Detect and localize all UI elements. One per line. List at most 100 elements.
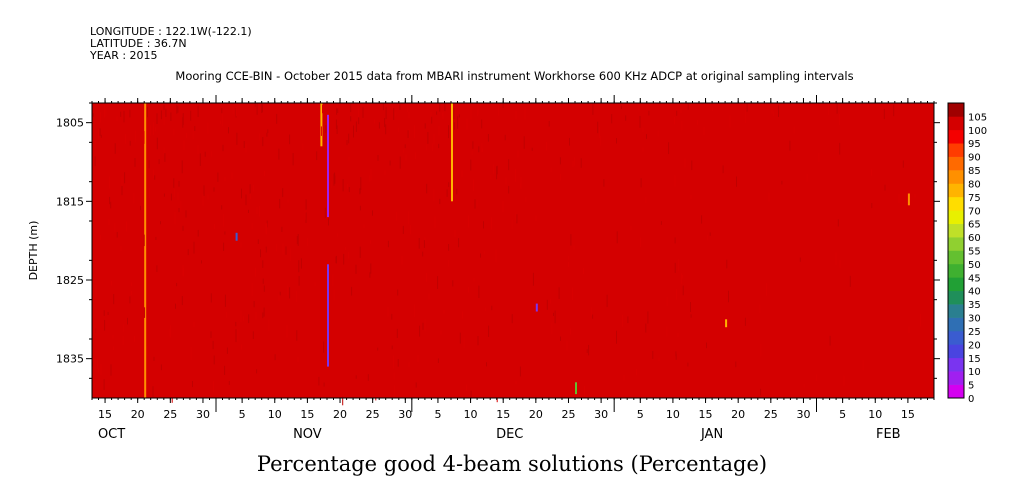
speckle-mark — [642, 127, 644, 132]
speckle-mark — [289, 134, 291, 145]
speckle-mark — [657, 130, 659, 137]
speckle-mark — [399, 104, 401, 110]
x-tick-label: 5 — [239, 408, 246, 421]
anomaly-mark — [327, 264, 329, 367]
speckle-mark — [264, 170, 265, 176]
speckle-mark — [347, 183, 349, 190]
anomaly-mark — [451, 103, 453, 202]
speckle-mark — [422, 322, 424, 330]
speckle-mark — [156, 265, 158, 272]
speckle-mark — [458, 238, 460, 248]
speckle-mark — [837, 219, 839, 227]
colorbar-swatch — [948, 156, 964, 171]
x-tick-label: 20 — [529, 408, 543, 421]
speckle-mark — [334, 175, 336, 184]
speckle-mark — [434, 216, 436, 229]
speckle-mark — [328, 218, 329, 226]
speckle-mark — [348, 133, 350, 144]
speckle-mark — [97, 357, 99, 370]
speckle-mark — [674, 237, 676, 244]
speckle-mark — [111, 280, 112, 286]
speckle-mark — [482, 148, 483, 152]
plot-frame — [91, 102, 935, 399]
speckle-mark — [525, 197, 527, 202]
colorbar-label: 55 — [968, 247, 981, 258]
speckle-mark — [586, 349, 588, 353]
speckle-mark — [498, 105, 500, 116]
speckle-mark — [149, 125, 151, 136]
year-label: YEAR : 2015 — [90, 49, 158, 62]
speckle-mark — [186, 133, 187, 139]
speckle-mark — [773, 111, 775, 117]
colorbar-swatch — [948, 384, 964, 399]
speckle-mark — [279, 198, 281, 209]
speckle-mark — [241, 344, 243, 350]
speckle-mark — [440, 330, 442, 335]
speckle-mark — [690, 302, 691, 312]
speckle-mark — [382, 103, 384, 111]
speckle-mark — [623, 374, 625, 381]
speckle-mark — [121, 176, 123, 190]
speckle-mark — [156, 113, 158, 124]
speckle-mark — [430, 111, 432, 122]
speckle-mark — [546, 299, 548, 310]
speckle-mark — [265, 246, 267, 253]
speckle-mark — [558, 287, 560, 299]
speckle-mark — [173, 128, 175, 136]
speckle-mark — [520, 183, 522, 188]
colorbar-label: 40 — [968, 287, 981, 298]
colorbar-swatch — [948, 196, 964, 211]
speckle-mark — [414, 304, 416, 318]
speckle-mark — [170, 325, 172, 338]
speckle-mark — [326, 104, 328, 110]
speckle-mark — [490, 217, 492, 230]
speckle-mark — [355, 121, 357, 132]
speckle-mark — [346, 140, 348, 146]
speckle-mark — [335, 255, 337, 264]
speckle-mark — [703, 127, 705, 135]
speckle-mark — [336, 125, 338, 134]
speckle-mark — [465, 384, 467, 392]
speckle-mark — [144, 307, 146, 318]
speckle-mark — [256, 206, 258, 215]
speckle-mark — [559, 157, 561, 165]
speckle-mark — [491, 305, 493, 311]
anomaly-mark — [725, 319, 728, 328]
colorbar: 1051009590858075706560555045403530252015… — [947, 102, 987, 405]
speckle-mark — [296, 291, 298, 302]
colorbar-label: 15 — [968, 354, 981, 365]
speckle-mark — [681, 273, 682, 284]
speckle-mark — [459, 332, 461, 344]
speckle-mark — [728, 290, 729, 303]
speckle-mark — [100, 235, 101, 240]
speckle-mark — [746, 103, 748, 112]
speckle-mark — [415, 382, 417, 388]
speckle-mark — [222, 214, 224, 227]
speckle-mark — [478, 146, 480, 153]
speckle-mark — [424, 318, 426, 332]
speckle-mark — [240, 242, 242, 248]
speckle-mark — [729, 115, 731, 128]
chart-subtitle: Mooring CCE-BIN - October 2015 data from… — [175, 69, 854, 83]
speckle-mark — [192, 381, 193, 388]
speckle-mark — [256, 369, 258, 374]
speckle-mark — [573, 157, 575, 166]
speckle-mark — [461, 170, 463, 178]
colorbar-label: 10 — [968, 367, 981, 378]
speckle-mark — [393, 385, 395, 398]
speckle-mark — [422, 251, 424, 257]
speckle-mark — [355, 375, 357, 379]
speckle-mark — [359, 205, 361, 211]
colorbar-label: 25 — [968, 327, 981, 338]
anomaly-mark — [327, 114, 329, 218]
speckle-mark — [279, 291, 281, 296]
speckle-mark — [148, 160, 150, 169]
speckle-mark — [254, 103, 256, 107]
anomaly-mark — [235, 232, 238, 241]
speckle-mark — [265, 248, 266, 252]
speckle-mark — [228, 127, 229, 134]
speckle-mark — [197, 229, 199, 237]
speckle-mark — [178, 208, 180, 213]
speckle-mark — [104, 104, 105, 118]
colorbar-swatch — [948, 290, 964, 305]
